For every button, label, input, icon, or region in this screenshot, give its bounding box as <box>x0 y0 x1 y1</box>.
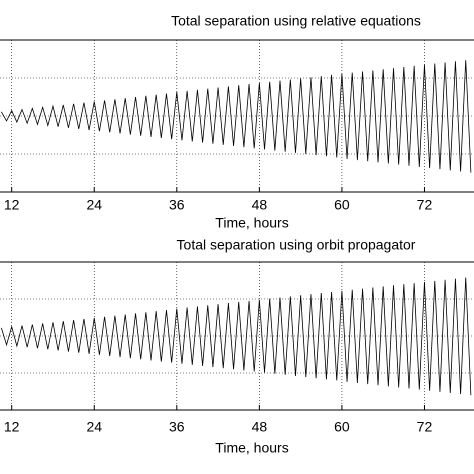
data-line <box>1 60 472 173</box>
x-axis-label: Time, hours <box>215 215 288 231</box>
x-tick-label: 60 <box>334 197 350 213</box>
plot-frame <box>0 261 474 411</box>
x-tick-label: 48 <box>252 419 268 435</box>
x-tick-label: 24 <box>86 197 102 213</box>
x-tick-label: 36 <box>169 197 185 213</box>
plot-frame <box>0 39 474 193</box>
x-tick-label: 36 <box>169 419 185 435</box>
x-tick-label: 24 <box>86 419 102 435</box>
chart-title: Total separation using relative equation… <box>171 13 421 29</box>
data-line <box>0 277 472 396</box>
x-axis-label: Time, hours <box>215 440 288 456</box>
x-tick-label: 48 <box>252 197 268 213</box>
x-tick-label: 72 <box>417 419 433 435</box>
x-tick-label: 60 <box>334 419 350 435</box>
chart-title: Total separation using orbit propagator <box>177 237 416 253</box>
x-tick-label: 72 <box>417 197 433 213</box>
x-tick-label: 12 <box>4 419 20 435</box>
x-tick-label: 12 <box>4 197 20 213</box>
